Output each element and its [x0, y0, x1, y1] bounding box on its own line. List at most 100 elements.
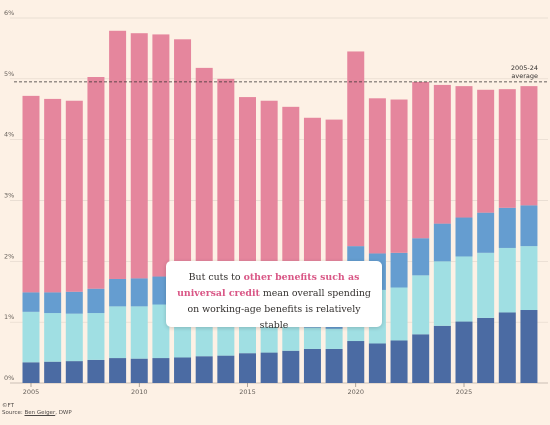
bar-segment	[390, 287, 408, 341]
x-tick-label: 2015	[239, 388, 256, 396]
bar-segment	[520, 246, 538, 311]
bar-segment	[109, 278, 127, 307]
bar-segment	[390, 99, 408, 253]
y-tick-label: 5%	[4, 70, 14, 78]
bar-segment	[44, 292, 62, 314]
source-prefix: Source:	[2, 410, 25, 416]
bar-segment	[152, 34, 170, 277]
bar-segment	[130, 33, 148, 279]
bar-segment	[152, 304, 170, 359]
bar-segment	[130, 306, 148, 359]
y-tick-label: 2%	[4, 252, 14, 260]
bar-segment	[347, 51, 365, 247]
bar-segment	[239, 353, 256, 383]
bar-segment	[390, 252, 408, 288]
bar-segment	[217, 325, 235, 356]
bar-segment	[455, 321, 473, 383]
bar-segment	[347, 341, 365, 383]
bar-segment	[44, 98, 62, 293]
bar-segment	[109, 30, 127, 279]
bar-segment	[303, 327, 321, 349]
bar-segment	[260, 352, 278, 383]
bar-segment	[498, 247, 516, 313]
bar-segment	[412, 334, 430, 383]
bar-segment	[412, 81, 430, 239]
bar-segment	[152, 276, 170, 305]
y-tick-label: 0%	[4, 374, 14, 382]
bar-segment	[87, 359, 105, 383]
bar-segment	[455, 217, 473, 257]
average-label-line1: 2005-24	[511, 64, 538, 72]
y-tick-label: 4%	[4, 131, 14, 139]
bar-segment	[455, 256, 473, 322]
bar-segment	[325, 328, 343, 349]
x-tick-label: 2020	[347, 388, 364, 396]
bar-segment	[477, 317, 495, 383]
bar-segment	[412, 275, 430, 335]
x-tick-label: 2005	[23, 388, 40, 396]
bar-segment	[520, 86, 538, 206]
bar-segment	[412, 238, 430, 276]
x-tick-label: 2025	[456, 388, 473, 396]
bar-segment	[174, 39, 192, 284]
bar-segment	[477, 89, 495, 213]
annotation-box: But cuts to other benefits such as unive…	[166, 261, 382, 331]
bar-segment	[217, 78, 235, 317]
bar-segment	[477, 212, 495, 253]
bar-segment	[22, 292, 40, 312]
bar-segment	[498, 312, 516, 383]
bar-segment	[152, 358, 170, 383]
annotation-text-part2: mean overall spending on working-age ben…	[187, 288, 371, 331]
bar-segment	[325, 326, 343, 329]
bar-segment	[477, 252, 495, 318]
bar-segment	[109, 306, 127, 359]
bar-segment	[498, 207, 516, 248]
bar-segment	[44, 361, 62, 383]
bar-segment	[282, 327, 300, 351]
bar-segment	[22, 311, 40, 363]
bar-segment	[282, 350, 300, 383]
bar-segment	[217, 355, 235, 384]
annotation-text-part1: But cuts to	[188, 272, 244, 283]
bar-segment	[130, 358, 148, 383]
bar-segment	[390, 340, 408, 383]
bar-segment	[433, 84, 451, 224]
bar-segment	[520, 310, 538, 383]
footer-source: Source: Ben Geiger, DWP	[2, 410, 72, 417]
bar-segment	[303, 348, 321, 383]
bar-segment	[109, 358, 127, 383]
footer-brand: ©FT	[2, 403, 14, 409]
bar-segment	[65, 313, 83, 362]
bar-segment	[87, 313, 105, 360]
bar-segment	[87, 288, 105, 314]
bar-segment	[22, 362, 40, 383]
bar-segment	[22, 95, 40, 293]
bar-segment	[455, 86, 473, 218]
bar-segment	[130, 278, 148, 307]
bar-segment	[174, 357, 192, 383]
bar-segment	[368, 98, 386, 254]
bar-segment	[44, 313, 62, 362]
bar-segment	[498, 89, 516, 208]
average-label-line2: average	[511, 72, 538, 80]
bar-segment	[368, 343, 386, 383]
bar-segment	[433, 223, 451, 262]
bar-segment	[87, 77, 105, 289]
bar-segment	[195, 356, 213, 383]
source-suffix: , DWP	[55, 410, 72, 416]
bar-segment	[520, 205, 538, 247]
source-link[interactable]: Ben Geiger	[24, 410, 56, 416]
bar-segment	[433, 261, 451, 326]
x-tick-label: 2010	[131, 388, 148, 396]
bar-segment	[65, 100, 83, 292]
bar-segment	[325, 348, 343, 383]
bar-segment	[65, 291, 83, 314]
y-tick-label: 6%	[4, 9, 14, 17]
bar-segment	[260, 326, 278, 353]
annotation-highlight: other benefits such as universal credit	[177, 272, 360, 299]
y-tick-label: 3%	[4, 192, 14, 200]
bar-segment	[195, 67, 213, 296]
bar-segment	[239, 323, 256, 354]
